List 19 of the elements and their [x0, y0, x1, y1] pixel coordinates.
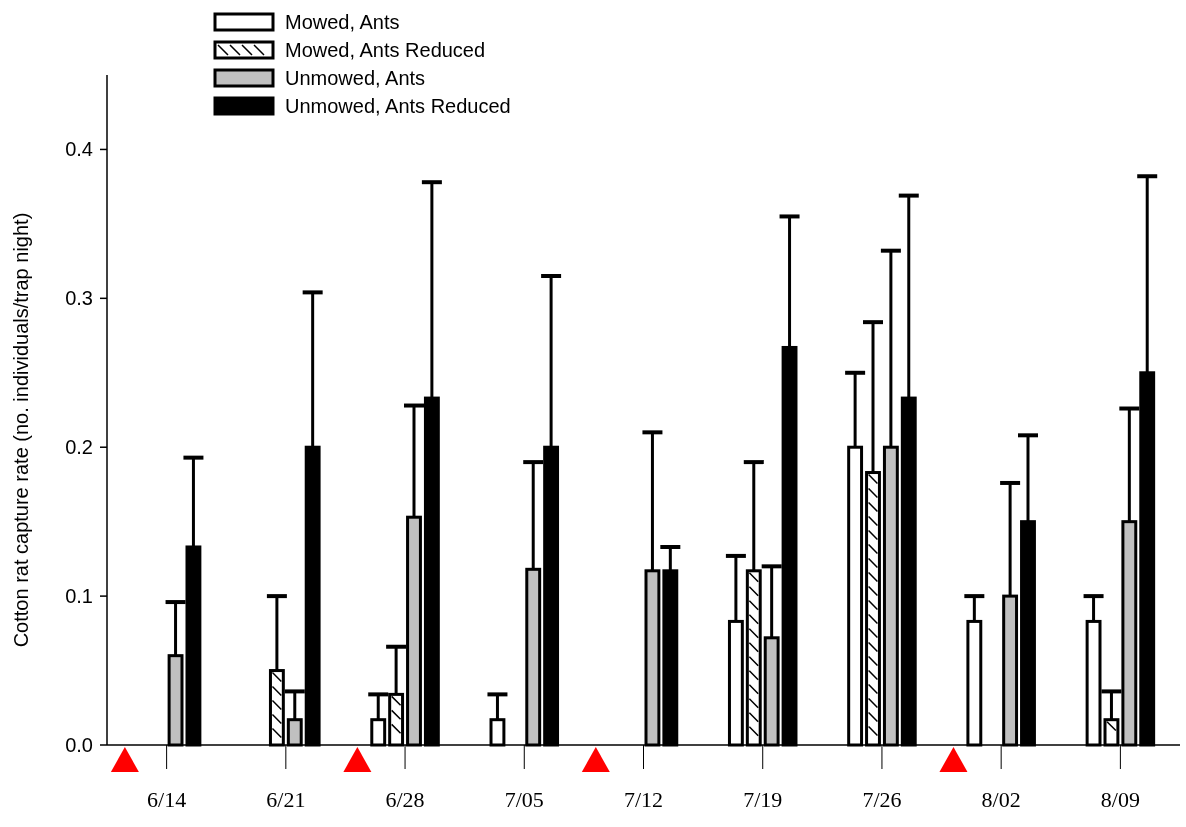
- y-tick-label: 0.1: [65, 585, 93, 608]
- x-tick-label: 6/28: [385, 787, 425, 812]
- legend-label: Mowed, Ants: [285, 11, 400, 33]
- y-tick-label: 0.0: [65, 734, 93, 756]
- legend-label: Unmowed, Ants: [285, 67, 426, 89]
- y-tick-label: 0.4: [65, 138, 93, 161]
- x-tick-label: 7/19: [743, 787, 783, 812]
- x-tick-label: 6/14: [147, 787, 187, 812]
- x-tick-label: 6/21: [266, 787, 306, 812]
- x-tick-label: 7/26: [862, 787, 902, 812]
- y-tick-label: 0.3: [65, 287, 93, 310]
- legend-label: Unmowed, Ants Reduced: [285, 95, 511, 117]
- x-tick-label: 7/05: [504, 787, 544, 812]
- x-tick-label: 7/12: [623, 787, 664, 812]
- y-axis-title: Cotton rat capture rate (no. individuals/trap night): [10, 212, 32, 648]
- legend-label: Mowed, Ants Reduced: [285, 39, 486, 61]
- x-tick-label: 8/02: [981, 787, 1021, 812]
- y-tick-label: 0.2: [65, 436, 93, 459]
- x-tick-label: 8/09: [1100, 787, 1140, 812]
